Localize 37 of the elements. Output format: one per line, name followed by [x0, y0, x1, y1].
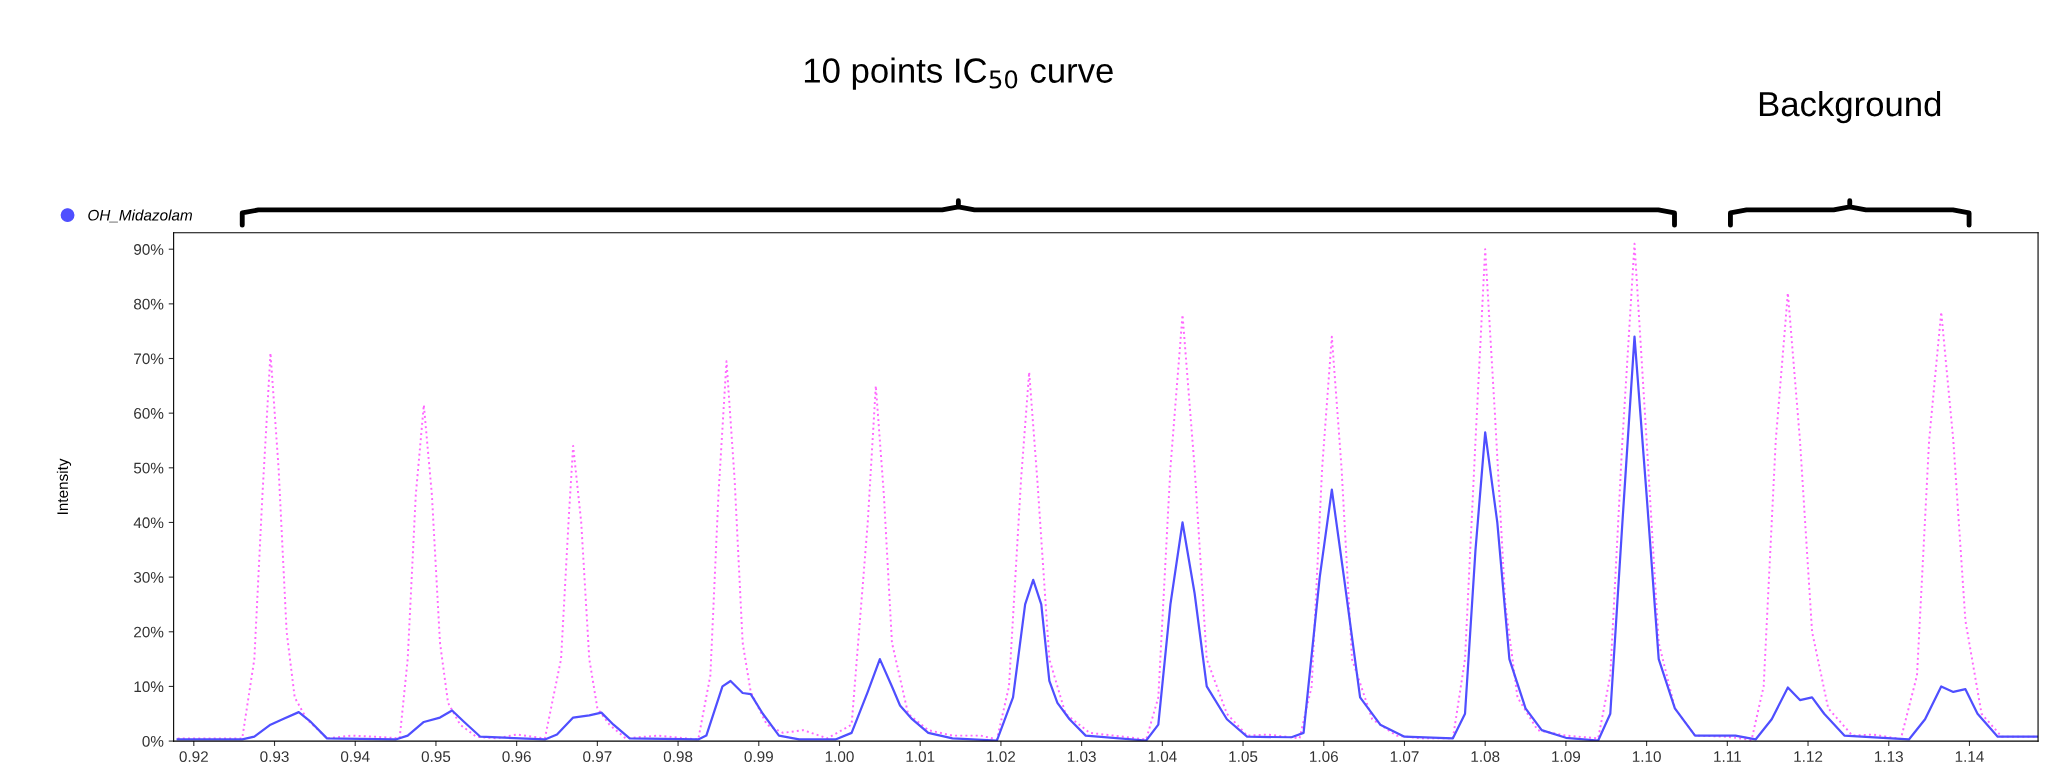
y-tick-label: 80% — [133, 298, 164, 310]
x-tick-label: 0.93 — [260, 751, 289, 763]
x-tick-label: 0.94 — [340, 751, 370, 763]
x-tick-label: 1.03 — [1067, 751, 1096, 763]
x-tick-label: 1.09 — [1552, 751, 1581, 763]
x-tick-label: 1.13 — [1875, 751, 1903, 763]
legend-label: OH_Midazolam — [88, 209, 192, 223]
y-tick-label: 50% — [133, 462, 164, 474]
x-tick-label: 1.12 — [1794, 751, 1823, 762]
x-tick-label: 0.97 — [583, 751, 612, 763]
x-tick-label: 1.05 — [1229, 751, 1258, 763]
x-tick-label: 0.92 — [179, 751, 208, 763]
text: Background — [1759, 90, 1941, 124]
y-tick-label: 20% — [134, 626, 164, 638]
x-tick-label: 0.99 — [744, 751, 773, 763]
x-tick-label: 1.06 — [1310, 751, 1338, 763]
y-tick-label: 90% — [134, 244, 164, 255]
x-tick-label: 0.95 — [421, 751, 451, 763]
x-tick-label: 0.98 — [663, 751, 693, 763]
y-tick-label: 70% — [134, 353, 164, 365]
x-tick-label: 1.11 — [1714, 751, 1741, 762]
x-tick-label: 1.00 — [825, 751, 854, 763]
x-tick-label: 1.04 — [1148, 751, 1177, 763]
x-tick-label: 0.96 — [502, 751, 531, 763]
x-tick-label: 1.07 — [1390, 751, 1419, 763]
y-tick-label: 60% — [134, 408, 164, 419]
x-tick-label: 1.02 — [987, 751, 1016, 763]
y-tick-label: 30% — [133, 571, 164, 583]
x-tick-label: 1.01 — [906, 751, 935, 763]
y-tick-label: 10% — [134, 681, 164, 693]
chart-title: 10 points IC$_{50}$ curve — [804, 57, 1113, 90]
x-tick-label: 1.10 — [1632, 751, 1661, 763]
y-tick-label: 0% — [142, 735, 164, 747]
y-axis-title: Intensity — [56, 458, 72, 514]
x-tick-label: 1.08 — [1471, 751, 1500, 763]
y-tick-label: 40% — [133, 517, 164, 529]
x-tick-label: 1.14 — [1955, 751, 1984, 762]
